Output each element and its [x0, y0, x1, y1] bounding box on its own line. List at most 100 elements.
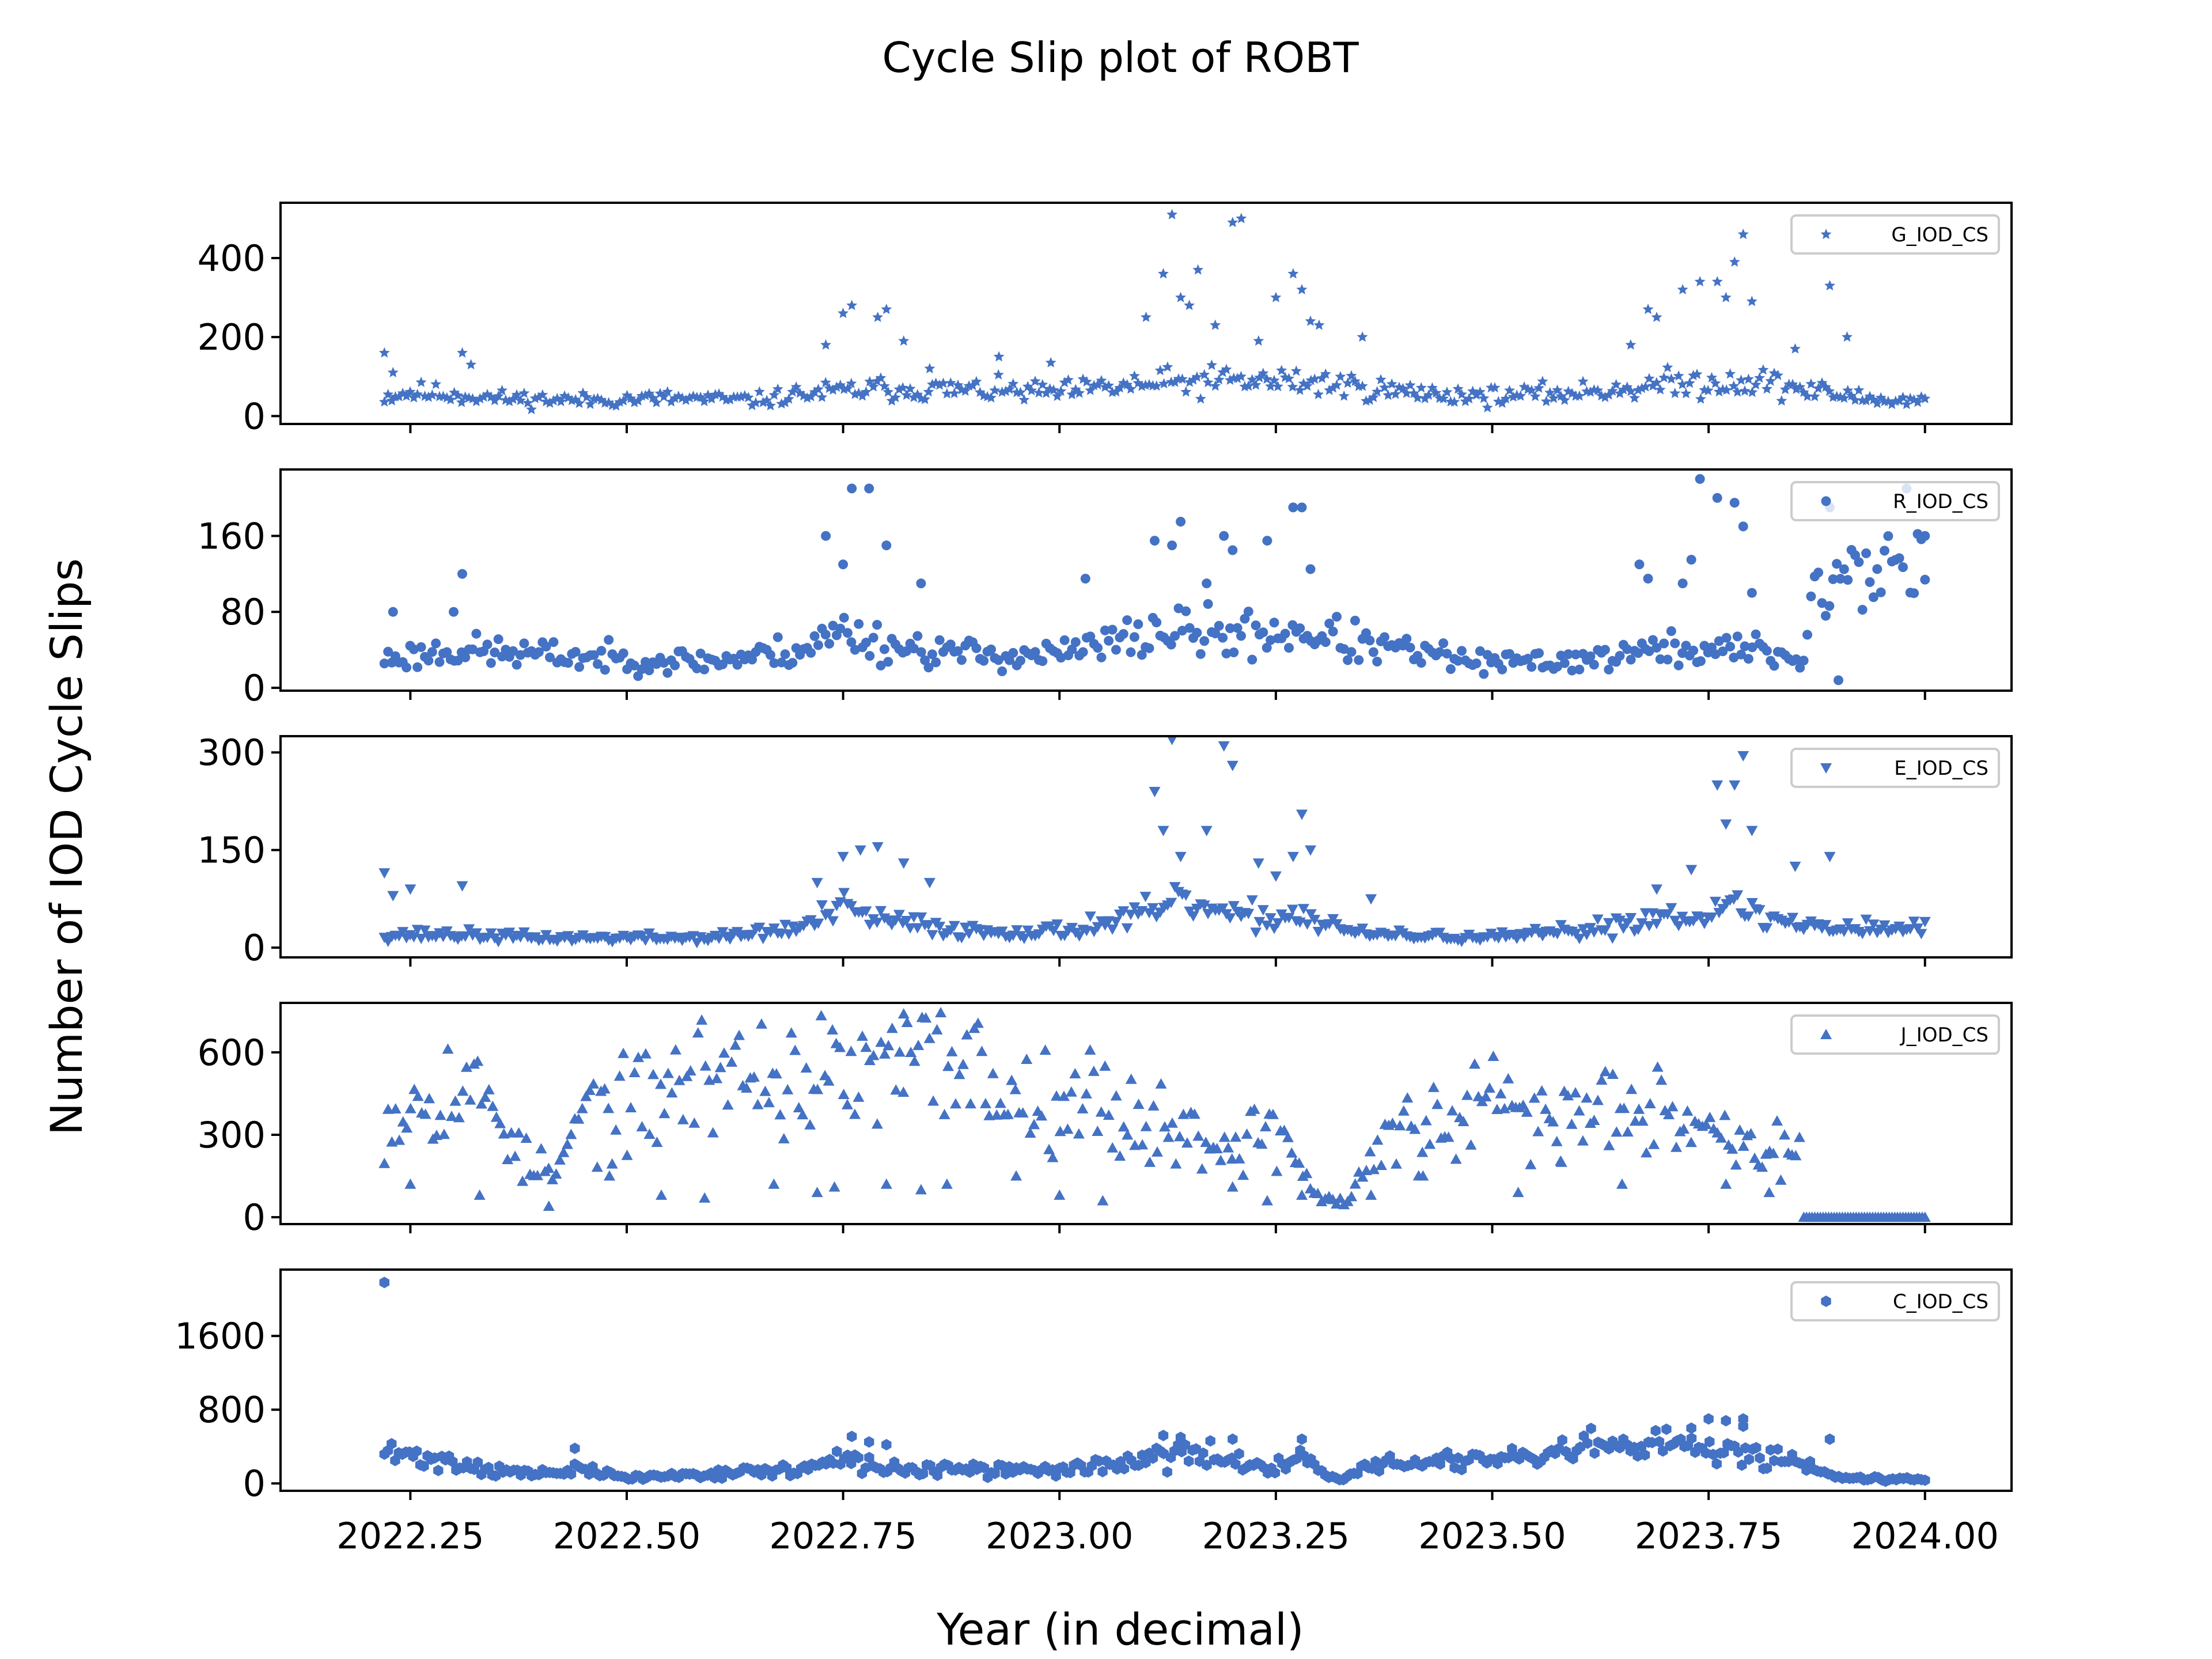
data-point — [1283, 912, 1295, 923]
data-point — [379, 658, 389, 669]
data-point — [1144, 1156, 1156, 1167]
data-point — [865, 651, 875, 661]
data-point — [1192, 1130, 1205, 1141]
data-point — [1655, 654, 1665, 664]
data-point — [1659, 638, 1669, 649]
data-point — [1093, 643, 1103, 653]
data-point — [1738, 1413, 1748, 1425]
data-point — [563, 658, 573, 668]
data-point — [453, 656, 463, 666]
data-point — [1618, 384, 1629, 395]
data-point — [1753, 905, 1766, 916]
data-point — [554, 1154, 566, 1165]
data-point — [733, 1029, 745, 1040]
data-point — [1262, 536, 1272, 546]
data-point — [1686, 1432, 1697, 1444]
data-point — [1725, 368, 1736, 379]
data-point — [1688, 370, 1699, 381]
data-point — [776, 398, 787, 409]
data-point — [729, 1039, 741, 1050]
data-point — [1368, 392, 1379, 403]
data-point — [699, 396, 710, 407]
data-point — [1813, 567, 1824, 578]
data-point — [880, 1178, 892, 1189]
data-point — [1658, 372, 1670, 382]
data-point — [457, 569, 467, 579]
data-point — [876, 660, 886, 671]
data-point — [696, 1014, 708, 1025]
data-point — [1339, 644, 1349, 654]
data-point — [904, 923, 916, 934]
data-point — [1054, 1189, 1066, 1200]
data-point — [426, 389, 438, 400]
x-tick-label: 2023.00 — [986, 1515, 1133, 1557]
data-point — [1680, 388, 1692, 399]
data-point — [1342, 377, 1354, 388]
data-point — [912, 1039, 925, 1050]
data-point — [666, 1087, 678, 1098]
data-point — [1729, 653, 1739, 662]
data-point — [1441, 386, 1453, 397]
data-point — [1824, 851, 1836, 862]
data-point — [846, 377, 857, 388]
data-point — [713, 933, 725, 944]
data-point — [1350, 615, 1360, 626]
data-point — [1861, 548, 1872, 558]
data-point — [1110, 1090, 1122, 1101]
data-point — [1710, 649, 1721, 660]
data-point — [1779, 384, 1791, 395]
data-point — [479, 1091, 491, 1102]
data-point — [1092, 379, 1104, 390]
data-point — [1066, 389, 1078, 400]
data-point — [1626, 654, 1636, 665]
data-point — [1107, 924, 1119, 935]
data-point — [1316, 372, 1328, 383]
data-point — [1603, 1139, 1615, 1150]
data-points — [378, 736, 1931, 949]
data-point — [1721, 384, 1732, 395]
data-point — [1157, 825, 1169, 836]
data-point — [815, 1010, 827, 1021]
data-point — [890, 392, 901, 403]
data-point — [1385, 1450, 1395, 1462]
data-point — [1365, 1189, 1377, 1200]
data-point — [853, 1091, 865, 1102]
data-point — [1320, 368, 1331, 379]
data-point — [494, 1118, 506, 1128]
data-point — [1152, 1146, 1163, 1157]
data-point — [1232, 373, 1243, 384]
data-point — [512, 660, 522, 670]
data-point — [994, 1097, 1006, 1108]
data-point — [1155, 1078, 1167, 1089]
data-point — [1309, 915, 1321, 926]
data-point — [1253, 372, 1265, 382]
data-point — [1611, 378, 1622, 389]
data-point — [881, 540, 892, 551]
data-point — [1853, 384, 1865, 395]
data-point — [1286, 1147, 1298, 1158]
data-point — [718, 659, 728, 669]
data-point — [1771, 1115, 1783, 1126]
data-point — [972, 1017, 984, 1028]
data-point — [618, 1047, 630, 1058]
x-tick-label: 2023.50 — [1418, 1515, 1566, 1557]
data-point — [772, 632, 783, 642]
data-point — [797, 1109, 809, 1120]
data-point — [603, 1103, 615, 1113]
axes-frame — [279, 1268, 2013, 1492]
data-point — [787, 658, 798, 668]
data-point — [875, 906, 887, 916]
data-point — [574, 397, 585, 408]
data-point — [387, 1438, 397, 1450]
data-point — [898, 335, 910, 346]
data-point — [677, 1113, 689, 1124]
data-point — [1746, 825, 1758, 836]
data-point — [1305, 845, 1316, 856]
data-point — [1878, 920, 1891, 931]
data-point — [1540, 1103, 1552, 1114]
data-point — [785, 1027, 797, 1038]
data-point — [1004, 655, 1014, 665]
data-point — [1618, 1103, 1630, 1113]
data-point — [1614, 388, 1626, 399]
data-point — [1002, 1108, 1014, 1119]
